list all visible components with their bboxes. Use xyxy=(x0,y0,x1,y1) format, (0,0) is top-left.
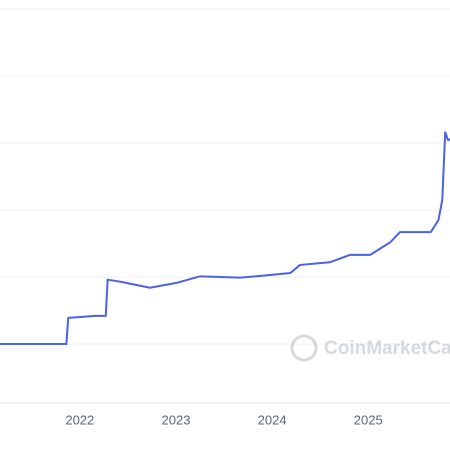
x-tick-label: 2023 xyxy=(162,412,191,427)
plot xyxy=(0,131,450,345)
watermark: CoinMarketCap xyxy=(290,334,450,362)
grid xyxy=(0,8,450,345)
data-line xyxy=(0,131,450,345)
x-tick-label: 2025 xyxy=(354,412,383,427)
x-tick-label: 2024 xyxy=(258,412,287,427)
x-axis: 20222023202420252026 xyxy=(65,412,450,427)
watermark-text: CoinMarketCap xyxy=(324,338,450,359)
watermark-logo xyxy=(290,334,318,362)
x-tick-label: 2022 xyxy=(65,412,94,427)
